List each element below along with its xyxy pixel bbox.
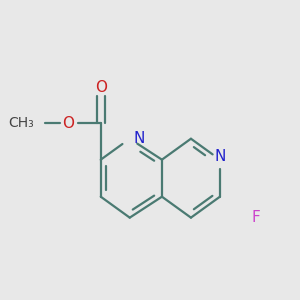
Text: N: N: [134, 131, 145, 146]
Text: CH₃: CH₃: [8, 116, 34, 130]
Text: N: N: [214, 148, 226, 164]
Text: O: O: [62, 116, 74, 131]
Text: F: F: [251, 210, 260, 225]
Text: O: O: [95, 80, 107, 95]
